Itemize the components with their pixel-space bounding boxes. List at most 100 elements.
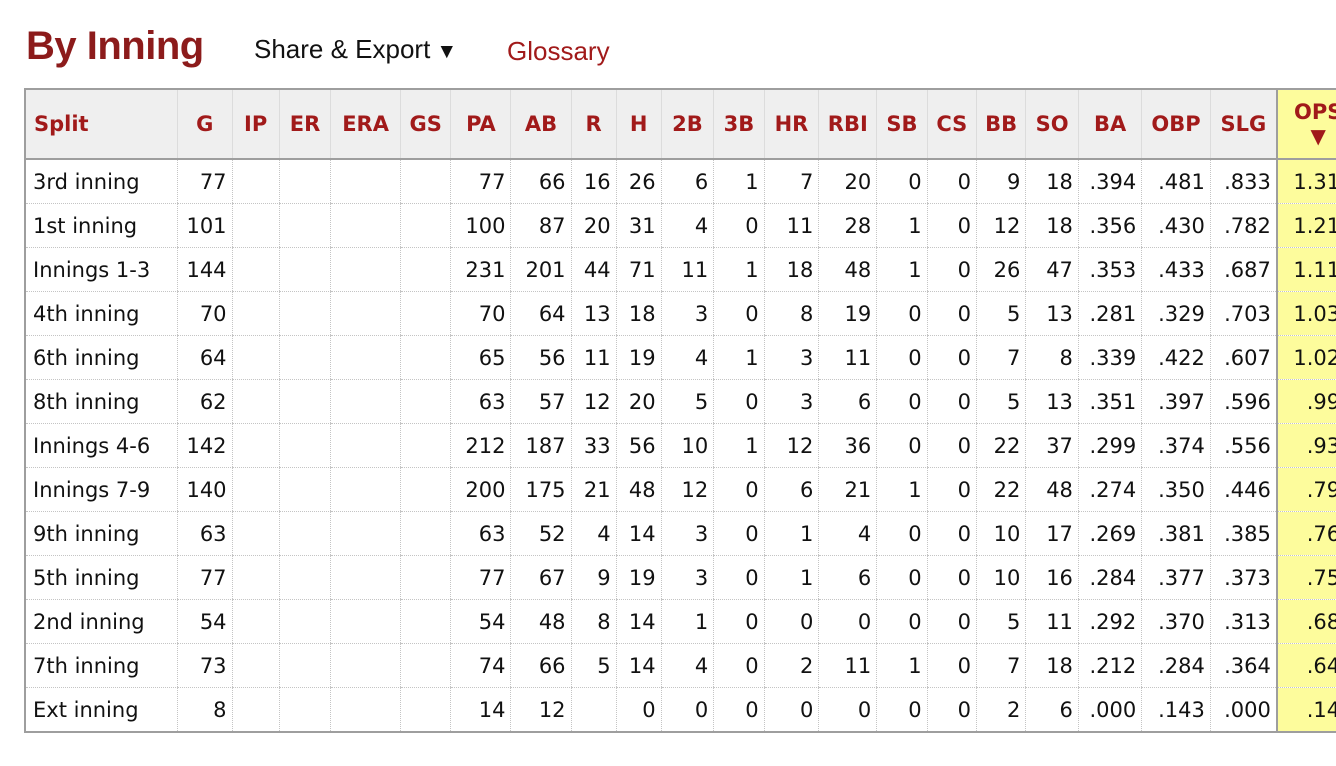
stat-cell-era xyxy=(330,247,401,292)
stat-cell-gs xyxy=(399,643,451,688)
stat-cell-ip xyxy=(231,159,280,204)
column-header-slg[interactable]: SLG xyxy=(1209,89,1277,160)
stat-cell-gs xyxy=(399,203,451,248)
stat-cell-era xyxy=(330,687,401,733)
column-header-ab[interactable]: AB xyxy=(510,89,572,160)
column-header-ba[interactable]: BA xyxy=(1077,89,1142,160)
split-name-cell: 4th inning xyxy=(25,291,178,336)
stat-cell-triples: 1 xyxy=(713,335,765,380)
table-body: 3rd inning 77 77 66 16 26 6 1 7 20 0 0 9 18.394.481.8… xyxy=(25,159,1336,733)
stat-cell-sb: 0 xyxy=(876,687,928,733)
stat-cell-doubles: 0 xyxy=(660,687,714,733)
split-name-cell: 5th inning xyxy=(25,555,178,600)
stat-cell-so: 13 xyxy=(1025,291,1079,336)
column-header-obp[interactable]: OBP xyxy=(1141,89,1211,160)
table-row: Ext inning81412000000026.000.143.000.143… xyxy=(25,687,1336,733)
stat-cell-ip xyxy=(231,379,280,424)
stat-cell-cs: 0 xyxy=(926,335,977,380)
column-header-triples[interactable]: 3B xyxy=(713,89,765,160)
stat-cell-cs: 0 xyxy=(926,291,977,336)
stat-cell-rbi: 6 xyxy=(818,379,877,424)
column-header-bb[interactable]: BB xyxy=(976,89,1026,160)
stat-cell-g: 77 xyxy=(176,555,233,600)
column-header-so[interactable]: SO xyxy=(1025,89,1079,160)
stat-cell-obp: .430 xyxy=(1141,203,1211,248)
stat-cell-ab: 87 xyxy=(510,203,572,248)
stat-cell-cs: 0 xyxy=(926,203,977,248)
column-header-ops[interactable]: OPS▼ xyxy=(1275,88,1336,160)
glossary-link[interactable]: Glossary xyxy=(507,36,610,66)
stat-cell-obp: .481 xyxy=(1141,159,1211,204)
stat-cell-so: 17 xyxy=(1025,511,1079,556)
stat-cell-obp: .433 xyxy=(1141,247,1211,292)
stat-cell-hr: 18 xyxy=(763,247,819,292)
column-header-doubles[interactable]: 2B xyxy=(660,89,714,160)
table-row: 8th inning 62 63 57 12 20 5 0 3 6 0 0 5 13.351.397.59… xyxy=(25,379,1336,424)
column-header-r[interactable]: R xyxy=(570,89,617,160)
stat-cell-sb: 1 xyxy=(876,643,928,688)
stat-cell-sb: 1 xyxy=(876,467,928,512)
stat-cell-so: 37 xyxy=(1025,423,1079,468)
stat-cell-ops: .750 xyxy=(1275,555,1336,600)
share-export-menu[interactable]: Share & Export ▼ xyxy=(254,34,457,65)
column-header-era[interactable]: ERA xyxy=(330,89,401,160)
stat-cell-triples: 1 xyxy=(713,159,765,204)
column-header-g[interactable]: G xyxy=(176,89,233,160)
stat-cell-ab: 64 xyxy=(510,291,572,336)
stat-cell-ip xyxy=(231,511,280,556)
stat-cell-triples: 0 xyxy=(713,643,765,688)
stat-cell-er xyxy=(278,555,331,600)
split-name-cell: 6th inning xyxy=(25,335,178,380)
table-row: 6th inning 64 65 56 11 19 4 1 3 11 0 0 7 8.339.422.60… xyxy=(25,335,1336,380)
stat-cell-era xyxy=(330,203,401,248)
stat-cell-er xyxy=(278,423,331,468)
splits-table-container[interactable]: Split G IP ER ERA GS PA AB R H 2B 3B HR RBI SB CS BB SO BA… xyxy=(24,88,1336,748)
column-header-gs[interactable]: GS xyxy=(399,89,451,160)
stat-cell-triples: 0 xyxy=(713,687,765,733)
column-header-split[interactable]: Split xyxy=(25,89,178,160)
stat-cell-pa: 63 xyxy=(450,379,511,424)
column-header-h[interactable]: H xyxy=(615,89,662,160)
stat-cell-cs: 0 xyxy=(926,687,977,733)
stat-cell-r: 8 xyxy=(570,599,617,644)
column-header-cs[interactable]: CS xyxy=(926,89,977,160)
stat-cell-ip xyxy=(231,203,280,248)
stat-cell-rbi: 21 xyxy=(818,467,877,512)
stat-cell-g: 62 xyxy=(176,379,233,424)
stat-cell-ops: .143 xyxy=(1275,687,1336,733)
stat-cell-er xyxy=(278,203,331,248)
stat-cell-h: 14 xyxy=(615,511,662,556)
column-header-sb[interactable]: SB xyxy=(876,89,928,160)
stat-cell-obp: .381 xyxy=(1141,511,1211,556)
stat-cell-doubles: 10 xyxy=(660,423,714,468)
stat-cell-rbi: 48 xyxy=(818,247,877,292)
column-header-rbi[interactable]: RBI xyxy=(818,89,877,160)
stat-cell-cs: 0 xyxy=(926,379,977,424)
column-header-hr[interactable]: HR xyxy=(763,89,819,160)
stat-cell-er xyxy=(278,511,331,556)
stat-cell-bb: 9 xyxy=(976,159,1026,204)
stat-cell-era xyxy=(330,379,401,424)
stat-cell-so: 18 xyxy=(1025,203,1079,248)
stat-cell-rbi: 6 xyxy=(818,555,877,600)
stat-cell-cs: 0 xyxy=(926,555,977,600)
stat-cell-gs xyxy=(399,599,451,644)
stat-cell-hr: 1 xyxy=(763,555,819,600)
stat-cell-obp: .329 xyxy=(1141,291,1211,336)
stat-cell-r: 33 xyxy=(570,423,617,468)
column-header-ip[interactable]: IP xyxy=(231,89,280,160)
column-header-er[interactable]: ER xyxy=(278,89,331,160)
stat-cell-g: 140 xyxy=(176,467,233,512)
stat-cell-h: 19 xyxy=(615,335,662,380)
stat-cell-ab: 12 xyxy=(510,687,572,733)
stat-cell-g: 63 xyxy=(176,511,233,556)
stat-cell-ops: 1.212 xyxy=(1275,203,1336,248)
stat-cell-ab: 67 xyxy=(510,555,572,600)
table-row: 1st inning 101 100 87 20 31 4 0 11 28 1 0 12 18.356.4… xyxy=(25,203,1336,248)
stat-cell-r: 5 xyxy=(570,643,617,688)
stat-cell-ab: 56 xyxy=(510,335,572,380)
stat-cell-cs: 0 xyxy=(926,467,977,512)
stat-cell-pa: 70 xyxy=(450,291,511,336)
split-name-cell: Ext inning xyxy=(25,687,178,733)
column-header-pa[interactable]: PA xyxy=(450,89,511,160)
